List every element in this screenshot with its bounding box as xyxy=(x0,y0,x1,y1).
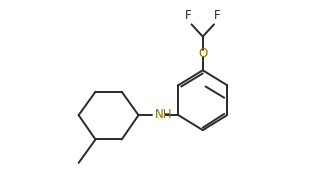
Text: O: O xyxy=(198,47,207,60)
Text: F: F xyxy=(185,9,192,22)
Text: NH: NH xyxy=(155,108,173,121)
Text: F: F xyxy=(214,9,220,22)
